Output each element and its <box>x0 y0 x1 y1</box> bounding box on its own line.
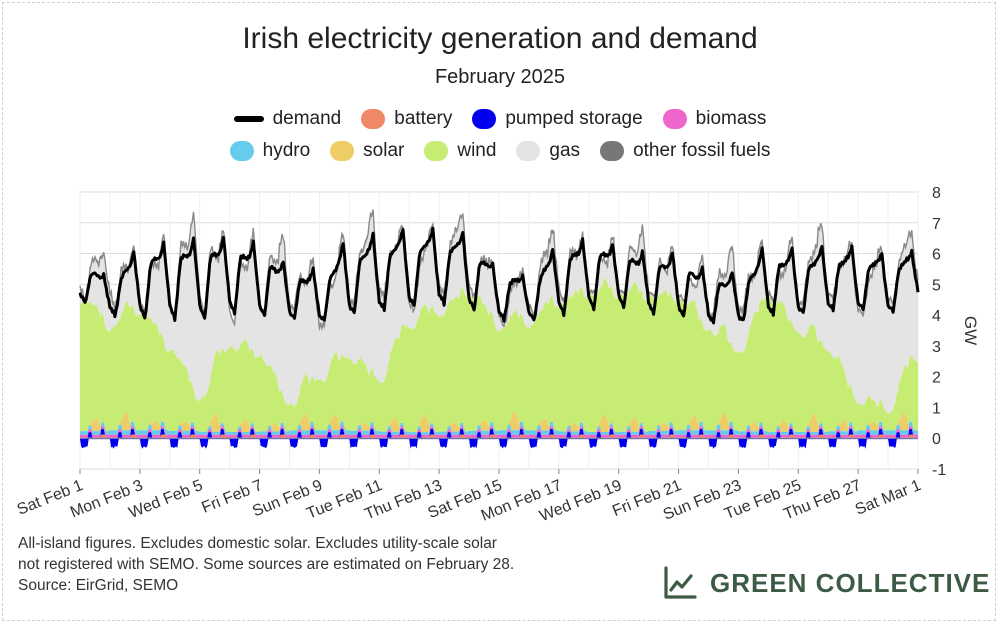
area-biomass <box>80 426 918 438</box>
brand-name: GREEN COLLECTIVE <box>710 567 991 598</box>
legend-item-pumped-storage[interactable]: pumped storage <box>472 108 643 130</box>
legend-item-wind[interactable]: wind <box>424 140 496 162</box>
legend-label-battery: battery <box>394 108 453 129</box>
legend-swatch-biomass <box>662 109 687 129</box>
y-tick-label-0: 0 <box>932 431 941 448</box>
line-chart-icon <box>664 566 697 599</box>
area-pumped-storage-negative <box>80 438 918 449</box>
y-tick-label-6: 6 <box>932 247 941 264</box>
legend-item-solar[interactable]: solar <box>330 140 404 162</box>
y-tick-label-2: 2 <box>932 370 941 387</box>
legend-label-wind: wind <box>457 140 497 161</box>
legend-item-hydro[interactable]: hydro <box>229 140 311 162</box>
footnote-line-1: All-island figures. Excludes domestic so… <box>18 535 497 552</box>
legend-swatch-gas <box>516 141 541 161</box>
y-tick-label-5: 5 <box>932 277 941 294</box>
legend-swatch-battery <box>361 109 386 129</box>
area-wind <box>80 277 918 433</box>
legend-label-other-fossil: other fossil fuels <box>633 140 771 161</box>
y-axis-label: GW <box>961 316 980 345</box>
legend-label-hydro: hydro <box>262 140 311 161</box>
y-tick-label--1: -1 <box>932 462 946 479</box>
legend-swatch-demand <box>233 116 264 122</box>
legend-label-pumped-storage: pumped storage <box>505 108 643 129</box>
legend-label-biomass: biomass <box>695 108 767 129</box>
legend-label-solar: solar <box>363 140 405 161</box>
y-tick-label-4: 4 <box>932 308 941 325</box>
legend-label-demand: demand <box>272 108 342 129</box>
legend-swatch-other-fossil <box>600 141 625 161</box>
footnote-source: Source: EirGrid, SEMO <box>18 577 179 594</box>
legend-swatch-pumped-storage <box>472 109 497 129</box>
legend-swatch-hydro <box>229 141 254 161</box>
legend-swatch-solar <box>330 141 355 161</box>
legend-item-other-fossil[interactable]: other fossil fuels <box>600 140 770 162</box>
legend-item-gas[interactable]: gas <box>516 140 580 162</box>
line-demand <box>78 226 920 325</box>
area-gas <box>80 212 918 415</box>
legend-label-gas: gas <box>549 140 581 161</box>
area-hydro <box>80 421 918 435</box>
footnote: All-island figures. Excludes domestic so… <box>18 533 618 596</box>
legend-item-battery[interactable]: battery <box>361 108 452 130</box>
chart-title: Irish electricity generation and demand <box>242 22 758 55</box>
legend-item-demand[interactable]: demand <box>233 108 342 130</box>
legend-row-1: demand battery pumped storage biomass <box>0 108 1000 130</box>
chart-subtitle: February 2025 <box>434 66 566 88</box>
legend-row-2: hydro solar wind gas other fossil fuels <box>0 140 1000 162</box>
y-tick-label-7: 7 <box>932 216 941 233</box>
brand-logo: GREEN COLLECTIVE <box>662 565 990 601</box>
legend-swatch-wind <box>424 141 449 161</box>
footnote-line-2: not registered with SEMO. Some sources a… <box>18 556 515 573</box>
y-tick-label-3: 3 <box>932 339 941 356</box>
y-tick-label-1: 1 <box>932 400 941 417</box>
y-tick-label-8: 8 <box>932 185 941 202</box>
legend-item-biomass[interactable]: biomass <box>662 108 767 130</box>
x-tick-label-14: Sat Mar 1 <box>853 477 924 519</box>
